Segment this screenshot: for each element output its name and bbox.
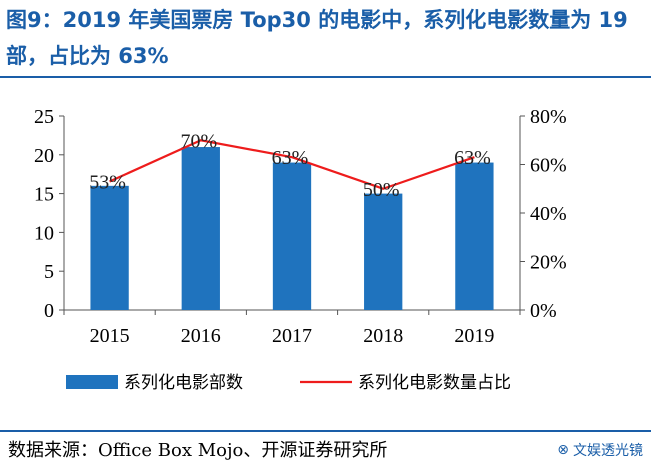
left-tick-label: 0 — [44, 300, 54, 322]
ratio-line — [109, 139, 475, 190]
x-tick-label: 2017 — [272, 325, 312, 347]
left-tick-label: 5 — [44, 261, 54, 283]
legend: 系列化电影部数 系列化电影数量占比 — [66, 373, 511, 393]
legend-line-label: 系列化电影数量占比 — [358, 373, 511, 393]
title-divider — [0, 76, 651, 78]
right-tick-label: 80% — [530, 106, 567, 128]
x-tick-label: 2018 — [363, 325, 403, 347]
data-labels: 53% 70% 63% 50% 63% — [89, 130, 490, 201]
data-label-2016: 70% — [180, 130, 217, 152]
data-label-2019: 63% — [454, 147, 491, 169]
right-tick-label: 0% — [530, 300, 557, 322]
watermark: ⊗ 文娱透光镜 — [557, 440, 643, 460]
bar-2019 — [455, 162, 494, 310]
legend-bar-label: 系列化电影部数 — [124, 373, 243, 393]
data-label-2017: 63% — [272, 147, 309, 169]
legend-bar-swatch — [66, 375, 118, 389]
footer-divider — [0, 430, 651, 432]
right-tick-label: 40% — [530, 203, 567, 225]
bar-2015 — [90, 185, 129, 310]
chart-title: 图9：2019 年美国票房 Top30 的电影中，系列化电影数量为 19 部，占… — [6, 8, 628, 68]
right-tick-label: 20% — [530, 252, 567, 274]
right-tick-label: 60% — [530, 155, 567, 177]
left-tick-label: 15 — [34, 184, 54, 206]
bar-2017 — [272, 162, 312, 310]
watermark-text: 文娱透光镜 — [573, 443, 643, 459]
left-tick-label: 20 — [34, 145, 54, 167]
x-tick-label: 2015 — [90, 325, 130, 347]
source-note: 数据来源：Office Box Mojo、开源证券研究所 — [8, 440, 388, 461]
left-tick-label: 25 — [34, 106, 54, 128]
bar-2016 — [181, 147, 220, 310]
left-tick-label: 10 — [34, 222, 54, 244]
bars — [90, 147, 494, 310]
chart: 0 5 10 15 20 25 0% 20% 40% 60% 80% 2015 2016 2017 2018… — [34, 106, 567, 393]
x-tick-label: 2019 — [454, 325, 494, 347]
x-tick-label: 2016 — [181, 325, 221, 347]
wechat-icon: ⊗ — [557, 442, 569, 458]
data-label-2018: 50% — [363, 179, 400, 201]
axes: 0 5 10 15 20 25 0% 20% 40% 60% 80% 2015 2016 2017 2018… — [34, 106, 567, 347]
bar-2018 — [364, 193, 403, 310]
data-label-2015: 53% — [89, 171, 126, 193]
